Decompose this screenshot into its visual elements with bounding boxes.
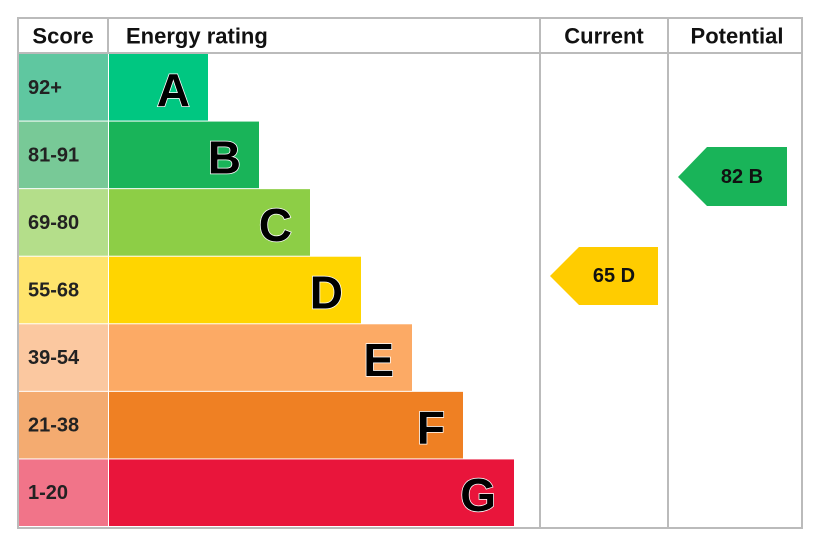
rating-bar <box>109 121 259 189</box>
bands: 92+ A 81-91 B 69-80 C 55-68 D 39-54 E 21-38 F 1-20 G <box>19 54 514 526</box>
potential-arrow <box>678 147 787 206</box>
score-cell <box>19 121 108 189</box>
rating-letter: F <box>417 402 445 454</box>
score-label: 69-80 <box>28 212 79 234</box>
score-label: 21-38 <box>28 415 79 437</box>
score-cell <box>19 54 108 121</box>
score-cell <box>19 391 108 459</box>
current-arrow <box>550 247 658 305</box>
score-label: 92+ <box>28 77 62 99</box>
rating-bar <box>109 189 310 256</box>
header-potential: Potential <box>691 24 784 49</box>
rating-letter: C <box>259 199 292 251</box>
rating-bar <box>109 256 361 324</box>
header-score: Score <box>32 24 93 49</box>
header-rating: Energy rating <box>126 24 268 49</box>
score-label: 39-54 <box>28 347 80 369</box>
rating-bar <box>109 391 463 459</box>
score-cell <box>19 459 108 526</box>
rating-letter: E <box>363 334 394 386</box>
score-label: 1-20 <box>28 482 68 504</box>
score-cell <box>19 189 108 256</box>
rating-letter: D <box>310 267 343 319</box>
rating-letter: G <box>460 469 496 521</box>
score-label: 81-91 <box>28 144 79 166</box>
header-current: Current <box>564 24 644 49</box>
potential-label: 82 B <box>721 166 763 188</box>
score-cell <box>19 324 108 391</box>
current-label: 65 D <box>593 265 635 287</box>
table-border <box>17 17 803 529</box>
rating-bar <box>109 459 514 526</box>
rating-bar <box>109 54 208 121</box>
rating-letter: B <box>208 131 241 183</box>
score-cell <box>19 256 108 324</box>
rating-bar <box>109 324 412 391</box>
score-label: 55-68 <box>28 280 79 302</box>
rating-letter: A <box>157 64 190 116</box>
